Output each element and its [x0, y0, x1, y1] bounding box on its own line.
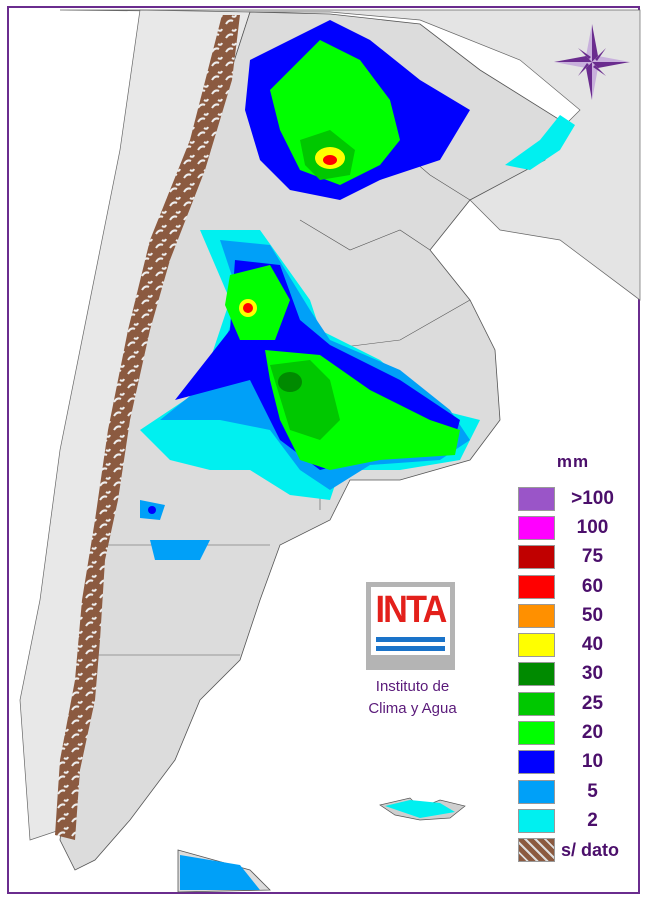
institute-name: Instituto de Clima y Agua — [350, 676, 475, 720]
legend-label: s/ dato — [561, 839, 620, 860]
legend-label: 75 — [581, 546, 604, 568]
legend-unit: mm — [556, 452, 590, 471]
legend-item: 50 — [518, 601, 638, 630]
legend-item: s/ dato — [518, 836, 638, 865]
legend-label: 100 — [576, 516, 609, 538]
institute-line-1: Instituto de — [375, 678, 450, 695]
compass-rose-icon — [554, 24, 630, 100]
legend-swatch — [518, 662, 555, 687]
legend-item: 20 — [518, 718, 638, 747]
legend-swatch — [518, 838, 555, 863]
legend-item: 25 — [518, 689, 638, 718]
legend-item: 5 — [518, 777, 638, 806]
legend-item: 2 — [518, 806, 638, 835]
legend-item: 40 — [518, 630, 638, 659]
legend-swatch — [518, 633, 555, 658]
legend-swatch — [518, 691, 555, 716]
legend-swatch — [518, 486, 555, 511]
logo-text: INTA — [375, 589, 447, 631]
legend-label: 25 — [581, 692, 604, 714]
inta-logo: INTA — [366, 582, 455, 670]
legend-swatch — [518, 515, 555, 540]
legend-item: 10 — [518, 748, 638, 777]
legend-item: 100 — [518, 513, 638, 542]
legend: mm >100 100 75 60 50 40 30 25 20 10 5 2 s/ dato — [518, 452, 638, 865]
legend-item: >100 — [518, 484, 638, 513]
legend-swatch — [518, 779, 555, 804]
legend-label: 60 — [581, 575, 604, 597]
legend-swatch — [518, 603, 555, 628]
legend-label: 5 — [587, 780, 598, 802]
no-data-area — [55, 15, 240, 840]
legend-label: 50 — [581, 604, 604, 626]
legend-item: 60 — [518, 572, 638, 601]
legend-label: 40 — [581, 634, 604, 656]
legend-swatch — [518, 545, 555, 570]
legend-item: 30 — [518, 660, 638, 689]
legend-label: >100 — [571, 487, 614, 509]
legend-label: 20 — [581, 722, 604, 744]
legend-swatch — [518, 808, 555, 833]
legend-label: 10 — [581, 751, 604, 773]
legend-item: 75 — [518, 543, 638, 572]
rainfall-areas — [140, 20, 575, 890]
legend-swatch — [518, 750, 555, 775]
legend-swatch — [518, 574, 555, 599]
legend-label: 30 — [581, 663, 604, 685]
legend-swatch — [518, 721, 555, 746]
institute-line-2: Clima y Agua — [368, 700, 457, 717]
legend-label: 2 — [587, 809, 598, 831]
